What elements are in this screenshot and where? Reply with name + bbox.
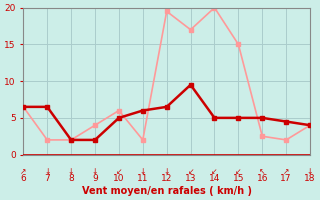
Text: ↙: ↙	[211, 167, 218, 176]
Text: ↓: ↓	[164, 167, 170, 176]
Text: ↖: ↖	[259, 167, 266, 176]
Text: ↓: ↓	[92, 167, 98, 176]
Text: ↓: ↓	[307, 167, 313, 176]
X-axis label: Vent moyen/en rafales ( km/h ): Vent moyen/en rafales ( km/h )	[82, 186, 252, 196]
Text: ↓: ↓	[68, 167, 74, 176]
Text: ↙: ↙	[116, 167, 122, 176]
Text: ↓: ↓	[140, 167, 146, 176]
Text: ↙: ↙	[235, 167, 242, 176]
Text: ↓: ↓	[44, 167, 50, 176]
Text: ↗: ↗	[20, 167, 27, 176]
Text: ↗: ↗	[283, 167, 289, 176]
Text: ↙: ↙	[188, 167, 194, 176]
